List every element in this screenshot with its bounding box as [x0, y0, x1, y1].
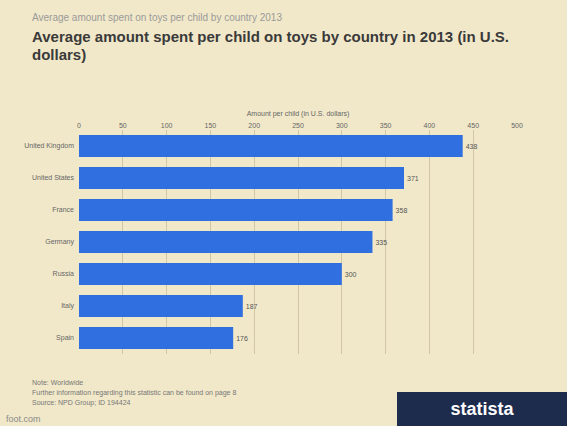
svg-text:50: 50: [119, 122, 127, 129]
html-text:Average amount spent on toys p: Average amount spent on toys per child b…: [32, 12, 282, 23]
svg-text:Russia: Russia: [53, 270, 75, 277]
svg-text:200: 200: [248, 122, 260, 129]
html-text:Further information regarding: Further information regarding this stati…: [32, 389, 237, 396]
svg-text:187: 187: [246, 303, 258, 310]
html-text:statista: statista: [450, 399, 514, 419]
svg-text:United Kingdom: United Kingdom: [24, 142, 74, 150]
svg-text:438: 438: [466, 143, 478, 150]
svg-text:450: 450: [467, 122, 479, 129]
html-text:Average amount spent per child: Average amount spent per child on toys b…: [32, 28, 509, 63]
svg-text:100: 100: [161, 122, 173, 129]
html-text:foot.com: foot.com: [6, 414, 41, 424]
html-text:Source: NPD Group; ID 194424: Source: NPD Group; ID 194424: [32, 399, 131, 406]
svg-text:300: 300: [336, 122, 348, 129]
svg-text:0: 0: [77, 122, 81, 129]
svg-text:Germany: Germany: [45, 238, 74, 246]
html-text:Note: Worldwide: Note: Worldwide: [32, 379, 84, 386]
svg-text:250: 250: [292, 122, 304, 129]
svg-text:335: 335: [375, 239, 387, 246]
svg-text:400: 400: [424, 122, 436, 129]
svg-text:300: 300: [345, 271, 357, 278]
svg-text:500: 500: [511, 122, 523, 129]
svg-text:350: 350: [380, 122, 392, 129]
svg-text:150: 150: [205, 122, 217, 129]
svg-text:Italy: Italy: [61, 302, 74, 310]
svg-text:176: 176: [236, 335, 248, 342]
svg-text:Spain: Spain: [56, 334, 74, 342]
svg-text:358: 358: [396, 207, 408, 214]
svg-text:France: France: [52, 206, 74, 213]
svg-text:United States: United States: [32, 174, 75, 181]
svg-text:371: 371: [407, 175, 419, 182]
svg-text:Amount per child (in U.S. doll: Amount per child (in U.S. dollars): [247, 110, 350, 118]
